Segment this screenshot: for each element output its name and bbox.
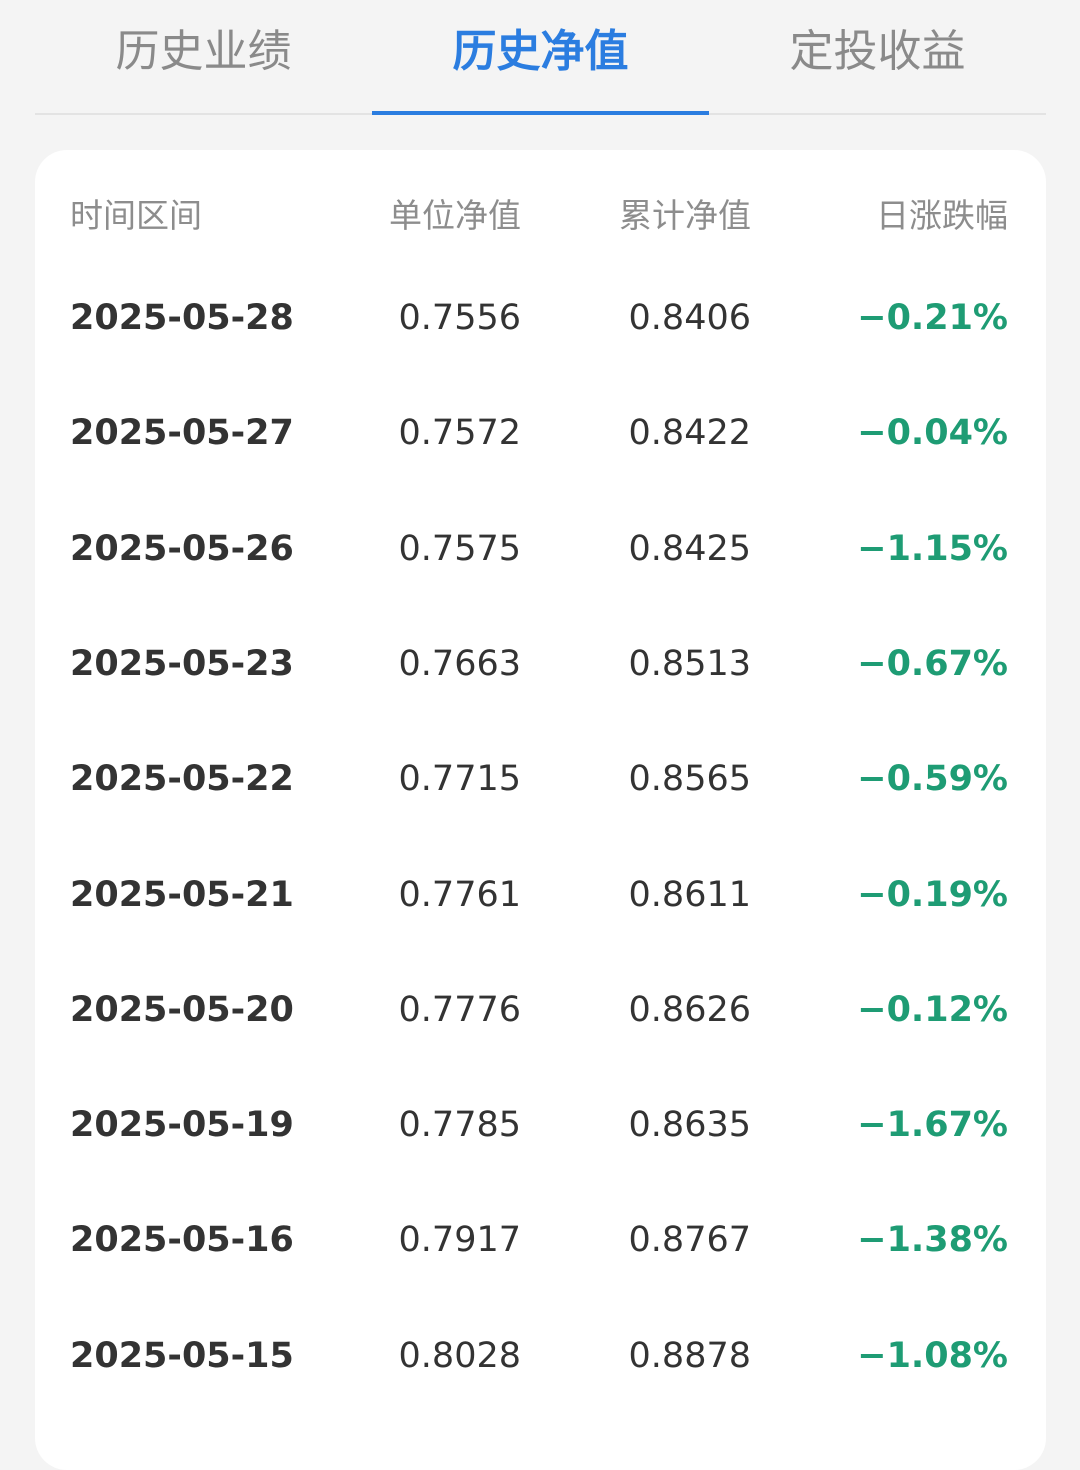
tab-history-nav[interactable]: 历史净值 xyxy=(372,0,709,115)
table-row[interactable]: 2025-05-23 0.7663 0.8513 −0.67% xyxy=(35,607,1046,722)
table-row[interactable]: 2025-05-22 0.7715 0.8565 −0.59% xyxy=(35,722,1046,837)
row-unit-nav: 0.7556 xyxy=(398,298,521,338)
row-daily-change: −0.59% xyxy=(857,759,1008,799)
row-date: 2025-05-28 xyxy=(70,298,294,338)
row-unit-nav: 0.8028 xyxy=(398,1336,521,1376)
row-accumulated-nav: 0.8611 xyxy=(628,875,751,915)
table-row[interactable]: 2025-05-20 0.7776 0.8626 −0.12% xyxy=(35,953,1046,1068)
tab-sip-returns[interactable]: 定投收益 xyxy=(709,0,1046,113)
row-accumulated-nav: 0.8513 xyxy=(628,644,751,684)
tab-label: 定投收益 xyxy=(789,26,966,77)
row-unit-nav: 0.7761 xyxy=(398,875,521,915)
row-unit-nav: 0.7575 xyxy=(398,529,521,569)
row-unit-nav: 0.7917 xyxy=(398,1220,521,1260)
row-accumulated-nav: 0.8767 xyxy=(628,1220,751,1260)
row-accumulated-nav: 0.8626 xyxy=(628,990,751,1030)
row-date: 2025-05-23 xyxy=(70,644,294,684)
table-row[interactable]: 2025-05-27 0.7572 0.8422 −0.04% xyxy=(35,376,1046,491)
nav-history-table: 时间区间 单位净值 累计净值 日涨跌幅 2025-05-28 0.7556 0.84… xyxy=(35,150,1046,1470)
row-daily-change: −0.19% xyxy=(857,875,1008,915)
tab-label: 历史业绩 xyxy=(115,26,292,77)
table-row[interactable]: 2025-05-28 0.7556 0.8406 −0.21% xyxy=(35,261,1046,376)
row-date: 2025-05-19 xyxy=(70,1105,294,1145)
active-tab-indicator xyxy=(372,111,709,115)
row-unit-nav: 0.7785 xyxy=(398,1105,521,1145)
header-accumulated-nav: 累计净值 xyxy=(619,196,751,235)
row-unit-nav: 0.7663 xyxy=(398,644,521,684)
row-daily-change: −0.67% xyxy=(857,644,1008,684)
row-daily-change: −0.12% xyxy=(857,990,1008,1030)
header-unit-nav: 单位净值 xyxy=(389,196,521,235)
table-row[interactable]: 2025-05-16 0.7917 0.8767 −1.38% xyxy=(35,1183,1046,1298)
tab-bar: 历史业绩 历史净值 定投收益 xyxy=(35,0,1046,115)
tab-label: 历史净值 xyxy=(452,26,629,77)
row-accumulated-nav: 0.8565 xyxy=(628,759,751,799)
row-date: 2025-05-15 xyxy=(70,1336,294,1376)
header-date: 时间区间 xyxy=(70,196,202,235)
row-date: 2025-05-20 xyxy=(70,990,294,1030)
row-date: 2025-05-26 xyxy=(70,529,294,569)
row-daily-change: −1.15% xyxy=(857,529,1008,569)
row-date: 2025-05-27 xyxy=(70,413,294,453)
row-date: 2025-05-22 xyxy=(70,759,294,799)
row-unit-nav: 0.7572 xyxy=(398,413,521,453)
row-unit-nav: 0.7715 xyxy=(398,759,521,799)
table-row[interactable]: 2025-05-26 0.7575 0.8425 −1.15% xyxy=(35,492,1046,607)
row-date: 2025-05-16 xyxy=(70,1220,294,1260)
row-accumulated-nav: 0.8422 xyxy=(628,413,751,453)
header-daily-change: 日涨跌幅 xyxy=(876,196,1008,235)
table-row[interactable]: 2025-05-19 0.7785 0.8635 −1.67% xyxy=(35,1068,1046,1183)
row-accumulated-nav: 0.8878 xyxy=(628,1336,751,1376)
tab-history-performance[interactable]: 历史业绩 xyxy=(35,0,372,113)
row-unit-nav: 0.7776 xyxy=(398,990,521,1030)
row-daily-change: −1.67% xyxy=(857,1105,1008,1145)
row-daily-change: −0.21% xyxy=(857,298,1008,338)
table-row[interactable]: 2025-05-15 0.8028 0.8878 −1.08% xyxy=(35,1299,1046,1414)
row-daily-change: −1.08% xyxy=(857,1336,1008,1376)
table-header: 时间区间 单位净值 累计净值 日涨跌幅 xyxy=(35,158,1046,273)
row-accumulated-nav: 0.8635 xyxy=(628,1105,751,1145)
table-row[interactable]: 2025-05-21 0.7761 0.8611 −0.19% xyxy=(35,838,1046,953)
row-daily-change: −0.04% xyxy=(857,413,1008,453)
row-date: 2025-05-21 xyxy=(70,875,294,915)
row-accumulated-nav: 0.8425 xyxy=(628,529,751,569)
row-accumulated-nav: 0.8406 xyxy=(628,298,751,338)
row-daily-change: −1.38% xyxy=(857,1220,1008,1260)
